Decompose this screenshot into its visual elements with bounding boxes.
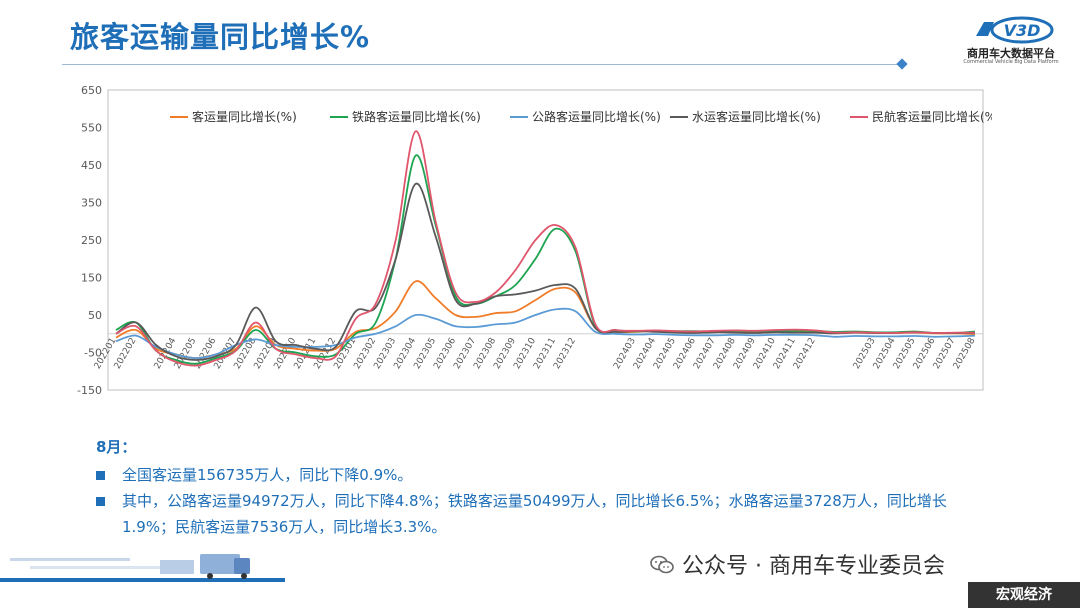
- legend-label: 水运客运量同比增长(%): [692, 109, 821, 124]
- footer-brand: 公众号 · 商用车专业委员会: [650, 548, 945, 580]
- y-tick-label: 250: [81, 234, 102, 247]
- y-tick-label: 350: [81, 197, 102, 210]
- note-bullet: 其中，公路客运量94972万人，同比下降4.8%；铁路客运量50499万人，同比…: [96, 488, 996, 540]
- passenger-growth-chart: -150 -50 50 150 250 350 450 550 650 202201 202202 2…: [62, 78, 1001, 400]
- series-line: [115, 307, 976, 360]
- y-tick-label: 150: [81, 272, 102, 285]
- bullet-square-icon: [96, 497, 105, 506]
- legend-label: 公路客运量同比增长(%): [532, 109, 661, 124]
- title-divider-dot: [896, 58, 908, 70]
- legend-label: 客运量同比增长(%): [192, 109, 297, 124]
- notes-panel: 8月： 全国客运量156735万人，同比下降0.9%。 其中，公路客运量9497…: [96, 434, 996, 540]
- bullet-square-icon: [96, 471, 105, 480]
- notes-month: 8月：: [96, 438, 137, 456]
- y-tick-label: 650: [81, 84, 102, 97]
- y-tick-label: -50: [84, 347, 102, 360]
- platform-logo: V3D 商用车大数据平台 Commercial Vehicle Big Data…: [958, 16, 1064, 66]
- note-bullet: 全国客运量156735万人，同比下降0.9%。: [96, 462, 996, 488]
- section-tag: 宏观经济: [968, 582, 1080, 608]
- logo-subtitle: Commercial Vehicle Big Data Platform: [963, 59, 1059, 65]
- legend-label: 民航客运量同比增长(%): [872, 109, 992, 124]
- page-title: 旅客运输量同比增长%: [70, 20, 371, 54]
- truck-logo-icon: V3D: [976, 16, 1054, 44]
- wechat-icon: [650, 555, 674, 574]
- title-divider: [62, 64, 904, 65]
- logo-mark-text: V3D: [1004, 21, 1041, 40]
- y-tick-label: -150: [77, 384, 102, 397]
- note-text: 其中，公路客运量94972万人，同比下降4.8%；铁路客运量50499万人，同比…: [122, 492, 947, 536]
- note-text: 全国客运量156735万人，同比下降0.9%。: [122, 466, 413, 484]
- legend-label: 铁路客运量同比增长(%): [352, 109, 481, 124]
- plot-frame: [107, 89, 984, 391]
- y-tick-label: 450: [81, 159, 102, 172]
- footer-brand-text: 公众号 · 商用车专业委员会: [682, 554, 945, 579]
- truck-decoration: [0, 554, 285, 582]
- logo-name: 商用车大数据平台: [967, 47, 1055, 60]
- y-tick-label: 550: [81, 122, 102, 135]
- y-tick-label: 50: [88, 309, 102, 322]
- series-line: [115, 182, 975, 361]
- series-line: [115, 130, 975, 367]
